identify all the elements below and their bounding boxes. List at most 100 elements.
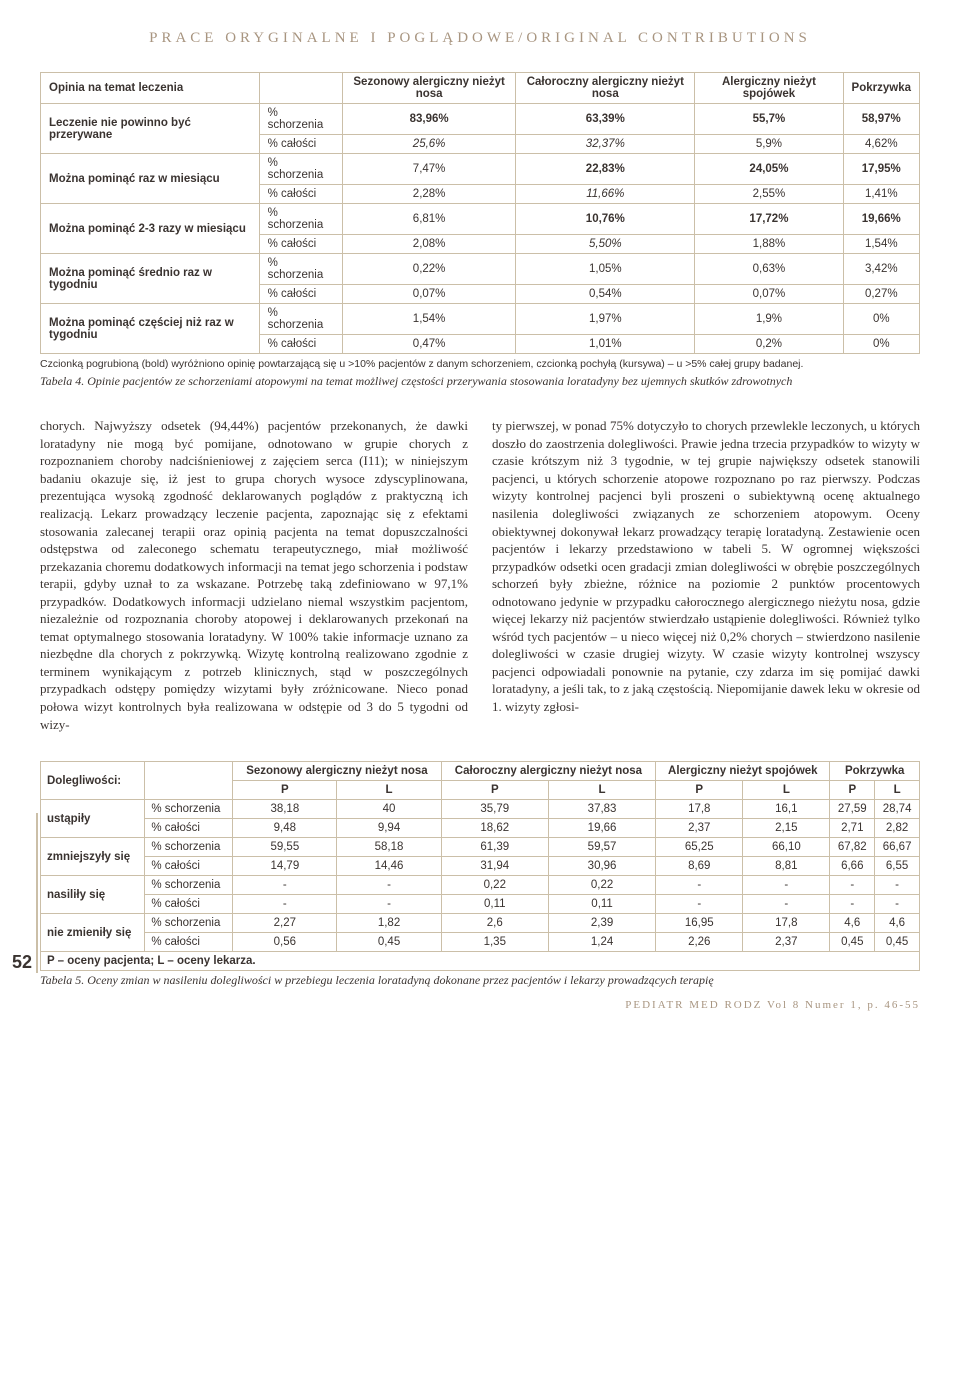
table5-cell: 2,71: [830, 819, 875, 838]
table5-cell: 31,94: [441, 857, 548, 876]
table5-cell: 8,81: [743, 857, 830, 876]
table5-cell: -: [743, 895, 830, 914]
table4-cell: 1,9%: [695, 304, 843, 335]
table4-cell: 0,27%: [843, 285, 919, 304]
t5-h5: Pokrzywka: [830, 762, 920, 781]
table4-cell: 5,50%: [516, 235, 695, 254]
table4-sublabel: % schorzenia: [259, 304, 342, 335]
table5-cell: 2,37: [743, 933, 830, 952]
table5-cell: 38,18: [233, 800, 337, 819]
table5-cell: 2,15: [743, 819, 830, 838]
table4-cell: 19,66%: [843, 204, 919, 235]
t5-h3: Całoroczny alergiczny nieżyt nosa: [441, 762, 656, 781]
table4-cell: 1,01%: [516, 335, 695, 354]
table5-cell: -: [233, 895, 337, 914]
t4-h0: Opinia na temat leczenia: [41, 73, 260, 104]
table4-caption: Tabela 4. Opinie pacjentów ze schorzenia…: [40, 374, 920, 390]
page-footer: PEDIATR MED RODZ Vol 8 Numer 1, p. 46-55: [40, 999, 920, 1011]
table5-cell: 1,82: [337, 914, 441, 933]
table4-cell: 63,39%: [516, 104, 695, 135]
table5-cell: 0,11: [441, 895, 548, 914]
table4-cell: 1,97%: [516, 304, 695, 335]
table5-header-row: Dolegliwości: Sezonowy alergiczny nieżyt…: [41, 762, 920, 781]
table4-sublabel: % całości: [259, 185, 342, 204]
table5-cell: 37,83: [548, 800, 655, 819]
t5-sh3: L: [548, 781, 655, 800]
t5-sh1: L: [337, 781, 441, 800]
table4-rowlabel: Można pominąć średnio raz w tygodniu: [41, 254, 260, 304]
table5-cell: 59,55: [233, 838, 337, 857]
table5-cell: 2,39: [548, 914, 655, 933]
body-col-left: chorych. Najwyższy odsetek (94,44%) pacj…: [40, 417, 468, 733]
table4-cell: 6,81%: [342, 204, 515, 235]
table4-cell: 1,41%: [843, 185, 919, 204]
table5-cell: 65,25: [656, 838, 743, 857]
table5-cell: 1,24: [548, 933, 655, 952]
table4-row: Można pominąć częściej niż raz w tygodni…: [41, 304, 920, 335]
table4-cell: 0,47%: [342, 335, 515, 354]
table5-row: % całości9,489,9418,6219,662,372,152,712…: [41, 819, 920, 838]
table5-cell: 30,96: [548, 857, 655, 876]
body-col-right: ty pierwszej, w ponad 75% dotyczyło to c…: [492, 417, 920, 733]
table5-sublabel: % całości: [145, 933, 233, 952]
t5-sh2: P: [441, 781, 548, 800]
table5-cell: 58,18: [337, 838, 441, 857]
table4-cell: 2,55%: [695, 185, 843, 204]
table5-cell: -: [337, 876, 441, 895]
table5-rowlabel: nie zmieniły się: [41, 914, 145, 952]
table4-row: Można pominąć raz w miesiącu% schorzenia…: [41, 154, 920, 185]
table5-cell: 0,22: [548, 876, 655, 895]
table5-cell: 8,69: [656, 857, 743, 876]
t4-h1: [259, 73, 342, 104]
table4-row: Można pominąć 2-3 razy w miesiącu% schor…: [41, 204, 920, 235]
table4-cell: 83,96%: [342, 104, 515, 135]
table5-rowlabel: nasiliły się: [41, 876, 145, 914]
table4-cell: 0,63%: [695, 254, 843, 285]
table4-cell: 0,07%: [695, 285, 843, 304]
table5-sublabel: % całości: [145, 819, 233, 838]
table4-cell: 2,28%: [342, 185, 515, 204]
table4-cell: 0%: [843, 304, 919, 335]
table5-cell: -: [656, 876, 743, 895]
table4-sublabel: % całości: [259, 335, 342, 354]
table5-cell: 1,35: [441, 933, 548, 952]
table5-row: % całości--0,110,11----: [41, 895, 920, 914]
table4-cell: 5,9%: [695, 135, 843, 154]
table4-rowlabel: Leczenie nie powinno być przerywane: [41, 104, 260, 154]
t4-h2: Sezonowy alergiczny nieżyt nosa: [342, 73, 515, 104]
table5-cell: 4,6: [830, 914, 875, 933]
table4-cell: 1,05%: [516, 254, 695, 285]
t4-h5: Pokrzywka: [843, 73, 919, 104]
table5-cell: 2,37: [656, 819, 743, 838]
table5: Dolegliwości: Sezonowy alergiczny nieżyt…: [40, 761, 920, 971]
table5-cell: 9,94: [337, 819, 441, 838]
table5-legend: P – oceny pacjenta; L – oceny lekarza.: [41, 952, 920, 971]
table4-sublabel: % schorzenia: [259, 154, 342, 185]
table5-cell: 2,26: [656, 933, 743, 952]
table5-row: zmniejszyły się% schorzenia59,5558,1861,…: [41, 838, 920, 857]
page-side-bar: [36, 813, 38, 973]
table5-cell: 2,27: [233, 914, 337, 933]
table5-cell: 4,6: [875, 914, 920, 933]
t5-sh6: P: [830, 781, 875, 800]
t4-h3: Całoroczny alergiczny nieżyt nosa: [516, 73, 695, 104]
table5-sublabel: % schorzenia: [145, 838, 233, 857]
table5-sublabel: % schorzenia: [145, 876, 233, 895]
table5-cell: 66,10: [743, 838, 830, 857]
t5-h2: Sezonowy alergiczny nieżyt nosa: [233, 762, 441, 781]
body-columns: chorych. Najwyższy odsetek (94,44%) pacj…: [40, 417, 920, 733]
table5-cell: -: [830, 876, 875, 895]
table5-cell: 67,82: [830, 838, 875, 857]
table5-cell: -: [743, 876, 830, 895]
table5-cell: 0,56: [233, 933, 337, 952]
table5-sublabel: % schorzenia: [145, 914, 233, 933]
table5-cell: 61,39: [441, 838, 548, 857]
t5-h0: Dolegliwości:: [41, 762, 145, 800]
table5-caption: Tabela 5. Oceny zmian w nasileniu dolegl…: [40, 973, 920, 989]
table5-cell: 14,79: [233, 857, 337, 876]
table5-sublabel: % całości: [145, 857, 233, 876]
table4-cell: 0,07%: [342, 285, 515, 304]
table4-cell: 10,76%: [516, 204, 695, 235]
table4-cell: 0,54%: [516, 285, 695, 304]
table5-cell: 19,66: [548, 819, 655, 838]
